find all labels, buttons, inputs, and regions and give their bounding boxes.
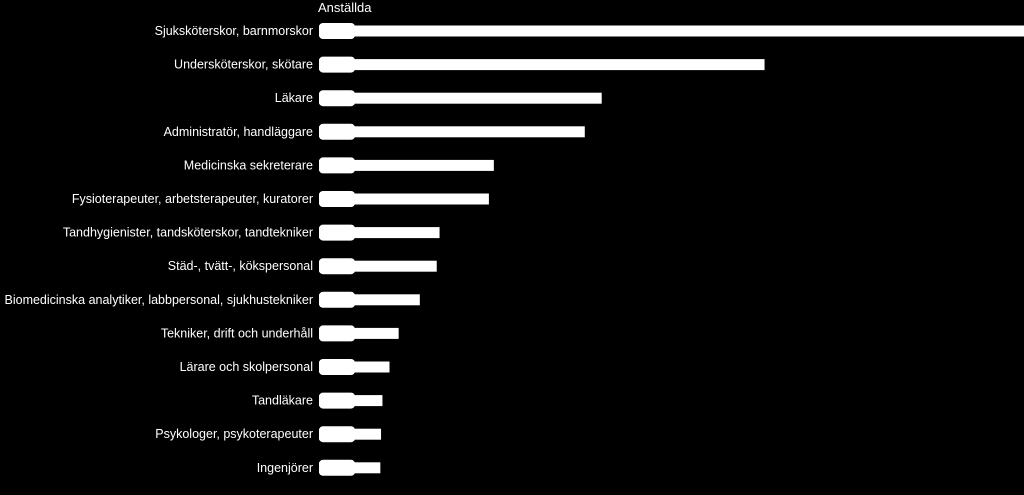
bar bbox=[319, 25, 1024, 37]
category-label: Tandhygienister, tandsköterskor, tandtek… bbox=[63, 226, 313, 240]
category-label: Läkare bbox=[275, 91, 313, 105]
bar bbox=[319, 361, 390, 373]
category-label: Psykologer, psykoterapeuter bbox=[155, 427, 313, 441]
category-label: Lärare och skolpersonal bbox=[180, 360, 313, 374]
category-label: Ingenjörer bbox=[257, 461, 313, 475]
category-label: Fysioterapeuter, arbetsterapeuter, kurat… bbox=[72, 192, 313, 206]
bar bbox=[319, 260, 437, 272]
bar bbox=[319, 126, 585, 138]
bar bbox=[319, 227, 440, 239]
bar bbox=[319, 92, 602, 104]
category-label: Städ-, tvätt-, kökspersonal bbox=[168, 259, 313, 273]
category-label: Tandläkare bbox=[252, 394, 313, 408]
category-label: Medicinska sekreterare bbox=[184, 158, 313, 172]
category-label: Sjuksköterskor, barnmorskor bbox=[155, 24, 313, 38]
bar bbox=[319, 462, 381, 474]
bar bbox=[319, 59, 765, 71]
category-label: Administratör, handläggare bbox=[164, 125, 313, 139]
category-label: Biomedicinska analytiker, labbpersonal, … bbox=[5, 293, 314, 307]
category-label: Undersköterskor, skötare bbox=[174, 58, 313, 72]
bar bbox=[319, 193, 489, 205]
category-label: Tekniker, drift och underhåll bbox=[161, 326, 313, 340]
bar bbox=[319, 327, 399, 339]
bar bbox=[319, 159, 494, 171]
chart-title: Anställda bbox=[318, 0, 372, 15]
bar bbox=[319, 395, 383, 407]
bar bbox=[319, 428, 382, 440]
bar bbox=[319, 294, 420, 306]
